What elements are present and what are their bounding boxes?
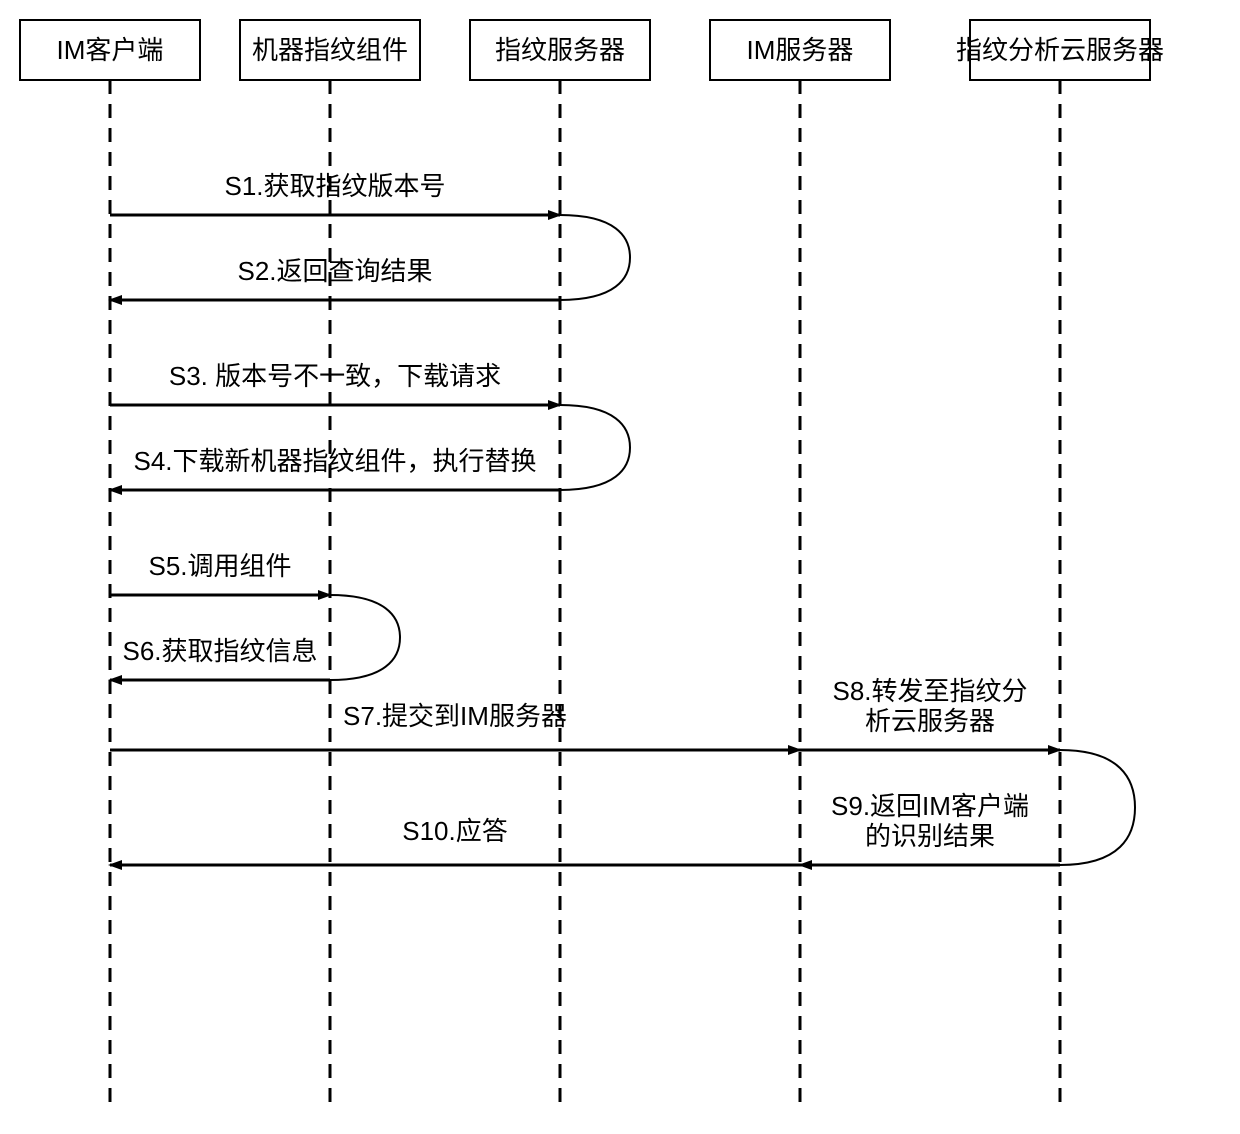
message-label-s7: S7.提交到IM服务器 bbox=[343, 701, 567, 731]
message-label-s8: S8.转发至指纹分析云服务器 bbox=[832, 676, 1027, 736]
message-label-s10: S10.应答 bbox=[402, 816, 508, 846]
actor-label-fpcomp: 机器指纹组件 bbox=[252, 35, 408, 65]
self-arc bbox=[560, 215, 630, 300]
message-label-s6: S6.获取指纹信息 bbox=[122, 636, 317, 666]
message-label-s5: S5.调用组件 bbox=[148, 551, 291, 581]
actor-label-fpserver: 指纹服务器 bbox=[495, 35, 625, 65]
sequence-diagram: IM客户端 机器指纹组件 指纹服务器 IM服务器 指纹分析云服务器 S1.获取指纹版本号… bbox=[0, 0, 1240, 1134]
message-label-s4: S4.下载新机器指纹组件，执行替换 bbox=[133, 446, 536, 476]
message-label-s9: S9.返回IM客户端的识别结果 bbox=[831, 791, 1029, 851]
self-arc bbox=[560, 405, 630, 490]
actors: IM客户端 机器指纹组件 指纹服务器 IM服务器 指纹分析云服务器 bbox=[20, 20, 1164, 80]
self-arcs bbox=[330, 215, 1135, 865]
actor-label-client: IM客户端 bbox=[57, 35, 164, 65]
self-arc bbox=[330, 595, 400, 680]
self-arc bbox=[1060, 750, 1135, 865]
actor-label-cloud: 指纹分析云服务器 bbox=[956, 35, 1164, 65]
messages: S1.获取指纹版本号 S2.返回查询结果 S3. 版本号不一致，下载请求 S4.下载新… bbox=[110, 171, 1060, 865]
actor-label-imserver: IM服务器 bbox=[747, 35, 854, 65]
message-label-s2: S2.返回查询结果 bbox=[237, 256, 432, 286]
message-label-s3: S3. 版本号不一致，下载请求 bbox=[169, 361, 501, 391]
message-label-s1: S1.获取指纹版本号 bbox=[224, 171, 445, 201]
